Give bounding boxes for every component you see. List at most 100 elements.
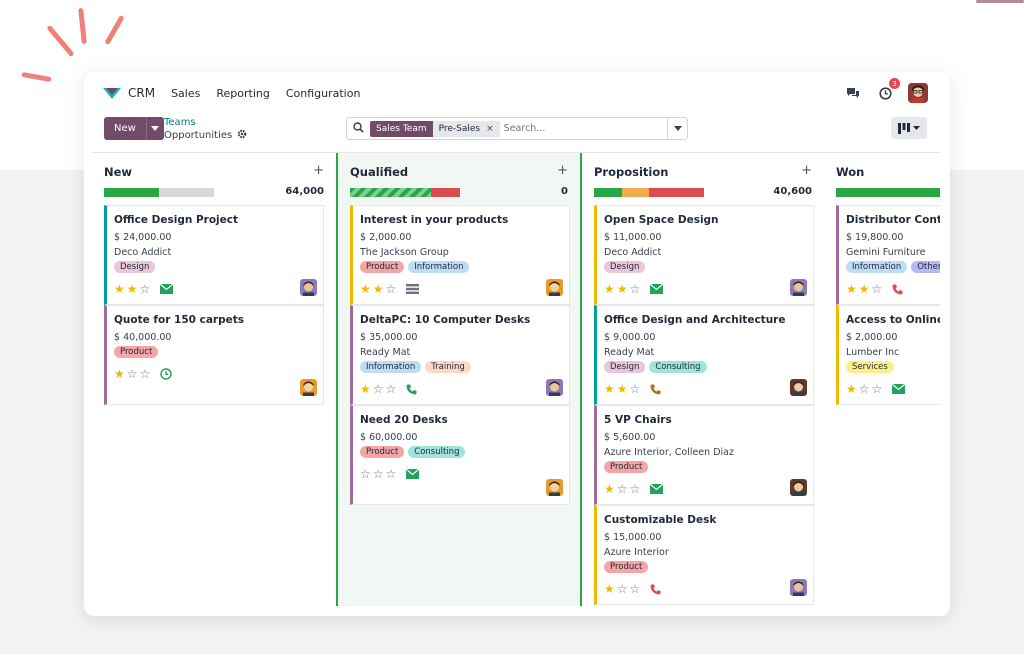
chat-icon[interactable]	[844, 84, 862, 102]
priority-star-icon[interactable]: ☆	[385, 282, 397, 296]
opportunity-card[interactable]: Quote for 150 carpets $ 40,000.00 Product ★…	[104, 305, 324, 405]
priority-star-icon[interactable]: ☆	[126, 367, 138, 381]
priority-star-icon[interactable]: ☆	[871, 382, 883, 396]
new-dropdown-toggle[interactable]	[145, 117, 164, 140]
priority-star-icon[interactable]: ★	[846, 282, 857, 296]
progress-segment[interactable]	[104, 188, 159, 197]
priority-star-icon[interactable]: ★	[616, 282, 628, 296]
breadcrumb-teams-link[interactable]: Teams	[164, 117, 196, 128]
progress-segment[interactable]	[836, 188, 940, 197]
priority-star-icon[interactable]: ★	[846, 382, 857, 396]
priority-star-icon[interactable]: ★	[858, 282, 870, 296]
salesperson-avatar[interactable]	[790, 279, 807, 296]
opportunity-card[interactable]: Customizable Desk $ 15,000.00 Azure Interi…	[594, 505, 814, 605]
column-progress-bar[interactable]	[350, 188, 460, 197]
search-options-toggle[interactable]	[667, 118, 687, 139]
priority-star-icon[interactable]: ★	[360, 382, 371, 396]
column-progress-bar[interactable]	[836, 188, 940, 197]
progress-segment[interactable]	[621, 188, 649, 197]
priority-star-icon[interactable]: ☆	[629, 282, 641, 296]
priority-star-icon[interactable]: ★	[372, 282, 384, 296]
column-progress-bar[interactable]	[594, 188, 704, 197]
menu-sales[interactable]: Sales	[171, 86, 201, 100]
new-button[interactable]: New	[104, 117, 146, 140]
priority-star-icon[interactable]: ★	[126, 282, 138, 296]
user-avatar[interactable]	[908, 83, 928, 103]
salesperson-avatar[interactable]	[300, 279, 317, 296]
salesperson-avatar[interactable]	[790, 379, 807, 396]
salesperson-avatar[interactable]	[546, 279, 563, 296]
salesperson-avatar[interactable]	[300, 379, 317, 396]
priority-star-icon[interactable]: ☆	[139, 282, 151, 296]
column-title[interactable]: New	[104, 165, 133, 179]
priority-star-icon[interactable]: ☆	[629, 582, 641, 596]
opportunity-card[interactable]: 5 VP Chairs $ 5,600.00 Azure Interior, Col…	[594, 405, 814, 505]
priority-star-icon[interactable]: ☆	[629, 382, 641, 396]
menu-configuration[interactable]: Configuration	[285, 86, 361, 100]
envelope-icon[interactable]	[892, 384, 906, 394]
envelope-icon[interactable]	[650, 484, 664, 494]
progress-segment[interactable]	[159, 188, 214, 197]
add-card-icon[interactable]: +	[313, 163, 324, 178]
priority-star-icon[interactable]: ☆	[360, 467, 371, 481]
priority-star-icon[interactable]: ☆	[871, 282, 883, 296]
opportunity-card[interactable]: Distributor Contra $ 19,800.00 Gemini Furn…	[836, 205, 940, 305]
envelope-icon[interactable]	[650, 284, 664, 294]
priority-star-icon[interactable]: ★	[604, 482, 615, 496]
activity-clock-icon[interactable]: 3	[876, 78, 900, 102]
priority-star-icon[interactable]: ★	[114, 282, 125, 296]
priority-star-icon[interactable]: ☆	[858, 382, 870, 396]
opportunity-card[interactable]: DeltaPC: 10 Computer Desks $ 35,000.00 Rea…	[350, 305, 570, 405]
priority-star-icon[interactable]: ★	[360, 282, 371, 296]
opportunity-card[interactable]: Access to Online C $ 2,000.00 Lumber Inc Se…	[836, 305, 940, 405]
priority-star-icon[interactable]: ★	[604, 582, 615, 596]
priority-star-icon[interactable]: ☆	[385, 382, 397, 396]
opportunity-card[interactable]: Interest in your products $ 2,000.00 The J…	[350, 205, 570, 305]
salesperson-avatar[interactable]	[790, 579, 807, 596]
priority-star-icon[interactable]: ☆	[616, 482, 628, 496]
add-card-icon[interactable]: +	[801, 163, 812, 178]
crm-logo-icon[interactable]	[102, 86, 122, 100]
opportunity-card[interactable]: Office Design and Architecture $ 9,000.00…	[594, 305, 814, 405]
priority-star-icon[interactable]: ☆	[629, 482, 641, 496]
app-name[interactable]: CRM	[128, 86, 156, 100]
phone-icon[interactable]	[892, 284, 903, 295]
opportunity-card[interactable]: Need 20 Desks $ 60,000.00 Product Consultin…	[350, 405, 570, 505]
clock-icon[interactable]	[160, 368, 172, 380]
salesperson-avatar[interactable]	[546, 379, 563, 396]
salesperson-avatar[interactable]	[546, 479, 563, 496]
priority-star-icon[interactable]: ★	[616, 382, 628, 396]
column-title[interactable]: Qualified	[350, 165, 409, 179]
envelope-icon[interactable]	[406, 469, 420, 479]
progress-segment[interactable]	[594, 188, 622, 197]
column-title[interactable]: Proposition	[594, 165, 669, 179]
priority-star-icon[interactable]: ☆	[616, 582, 628, 596]
phone-icon[interactable]	[406, 384, 417, 395]
opportunity-card[interactable]: Office Design Project $ 24,000.00 Deco Add…	[104, 205, 324, 305]
column-title[interactable]: Won	[836, 165, 865, 179]
priority-star-icon[interactable]: ☆	[372, 467, 384, 481]
priority-star-icon[interactable]: ☆	[385, 467, 397, 481]
priority-star-icon[interactable]: ★	[114, 367, 125, 381]
phone-icon[interactable]	[650, 584, 661, 595]
search-icon[interactable]	[353, 121, 364, 136]
remove-facet-icon[interactable]: ×	[486, 123, 494, 134]
priority-star-icon[interactable]: ☆	[139, 367, 151, 381]
priority-star-icon[interactable]: ★	[604, 282, 615, 296]
progress-segment[interactable]	[350, 188, 432, 197]
column-progress-bar[interactable]	[104, 188, 214, 197]
priority-star-icon[interactable]: ☆	[372, 382, 384, 396]
priority-star-icon[interactable]: ★	[604, 382, 615, 396]
progress-segment[interactable]	[649, 188, 704, 197]
search-input[interactable]	[503, 123, 664, 134]
progress-segment[interactable]	[431, 188, 460, 197]
phone-icon[interactable]	[650, 384, 661, 395]
add-card-icon[interactable]: +	[557, 163, 568, 178]
envelope-icon[interactable]	[160, 284, 174, 294]
gear-icon[interactable]	[237, 129, 247, 143]
list-icon[interactable]	[406, 284, 420, 294]
menu-reporting[interactable]: Reporting	[216, 86, 270, 100]
kanban-view-switch[interactable]	[891, 117, 927, 139]
opportunity-card[interactable]: Open Space Design $ 11,000.00 Deco Addict D…	[594, 205, 814, 305]
salesperson-avatar[interactable]	[790, 479, 807, 496]
